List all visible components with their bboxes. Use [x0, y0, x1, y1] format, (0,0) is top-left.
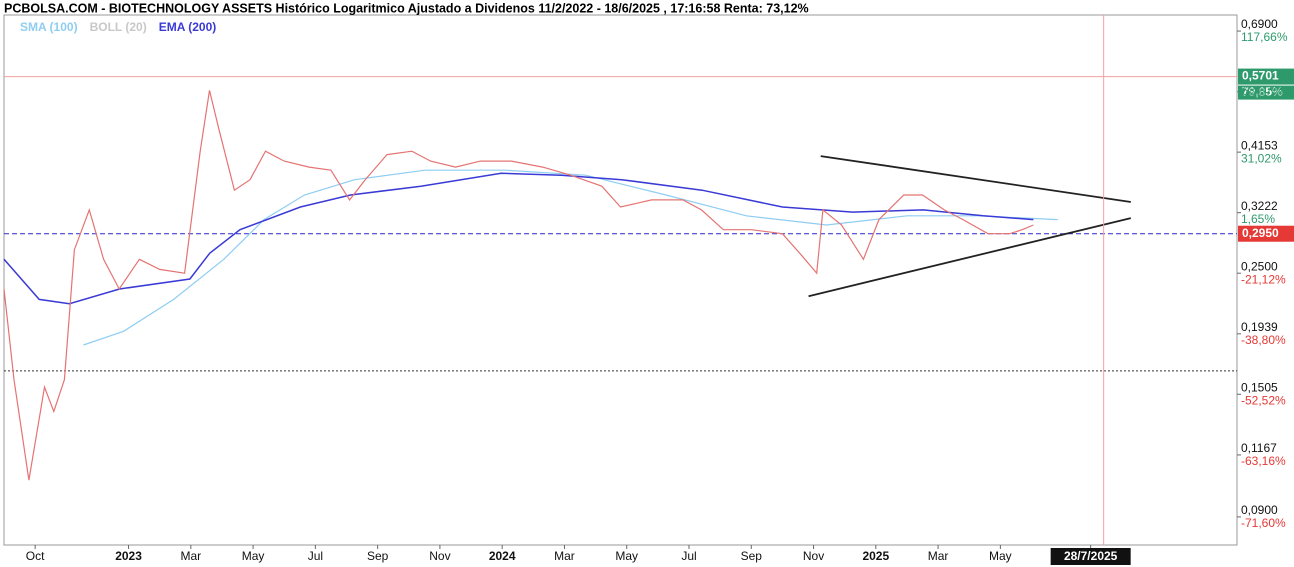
x-tick-label: 2023: [115, 549, 142, 563]
x-tick-label: Mar: [180, 549, 201, 563]
x-tick-label: May: [242, 549, 265, 563]
x-tick-label: 2025: [862, 549, 889, 563]
y-tick-change: -38,80%: [1241, 333, 1286, 347]
price-marker-label: 0,2950: [1242, 226, 1279, 240]
x-tick-label: Mar: [554, 549, 575, 563]
price-marker-label: 0,5701: [1242, 69, 1279, 83]
x-tick-label: Sep: [367, 549, 389, 563]
price-marker: [1238, 225, 1294, 242]
trendline: [808, 217, 1132, 298]
y-tick-label: 0,3222: [1241, 199, 1278, 213]
plot-frame: [3, 14, 1238, 546]
x-tick-label: Jul: [681, 549, 696, 563]
trendline: [820, 155, 1131, 203]
x-tick-label: Oct: [26, 549, 45, 563]
change-marker-label: 68,87%: [1242, 84, 1283, 98]
y-tick-label: 0,4153: [1241, 138, 1278, 152]
x-tick-label: Sep: [741, 549, 763, 563]
x-tick-label: 28/7/2025: [1064, 549, 1118, 563]
date-box: [1050, 548, 1131, 565]
price-marker: [1238, 68, 1294, 85]
y-tick-change: -21,12%: [1241, 272, 1286, 286]
change-marker-label: 79,85%: [1242, 85, 1283, 99]
x-tick-label: 2024: [489, 549, 516, 563]
y-tick-change: -63,16%: [1241, 454, 1286, 468]
chart-title: PCBOLSA.COM - BIOTECHNOLOGY ASSETS Histó…: [4, 1, 809, 15]
x-tick-label: Jul: [308, 549, 323, 563]
y-tick-label: 0,1939: [1241, 320, 1278, 334]
legend-entry: SMA (100): [20, 20, 78, 34]
y-tick-label: 0,2500: [1241, 259, 1278, 273]
y-tick-change: 117,66%: [1241, 30, 1288, 44]
y-tick-label: 0,1167: [1241, 441, 1277, 455]
legend-entry: EMA (200): [159, 20, 217, 34]
y-tick-change: -71,60%: [1241, 516, 1286, 530]
change-marker: [1238, 85, 1294, 100]
y-tick-change: -52,52%: [1241, 393, 1286, 407]
x-tick-label: May: [989, 549, 1012, 563]
series-line: [83, 169, 1058, 346]
x-tick-label: May: [615, 549, 638, 563]
x-tick-label: Nov: [803, 549, 824, 563]
y-tick-label: 0,6900: [1241, 17, 1278, 31]
x-tick-label: Nov: [429, 549, 450, 563]
y-tick-label: 0,1505: [1241, 380, 1278, 394]
y-tick-change: 31,02%: [1241, 151, 1282, 165]
legend-entry: BOLL (20): [90, 20, 147, 34]
series-line: [3, 90, 1034, 481]
y-tick-change: 1,65%: [1241, 212, 1275, 226]
y-tick-label: 0,0900: [1241, 503, 1278, 517]
x-tick-label: Mar: [928, 549, 949, 563]
